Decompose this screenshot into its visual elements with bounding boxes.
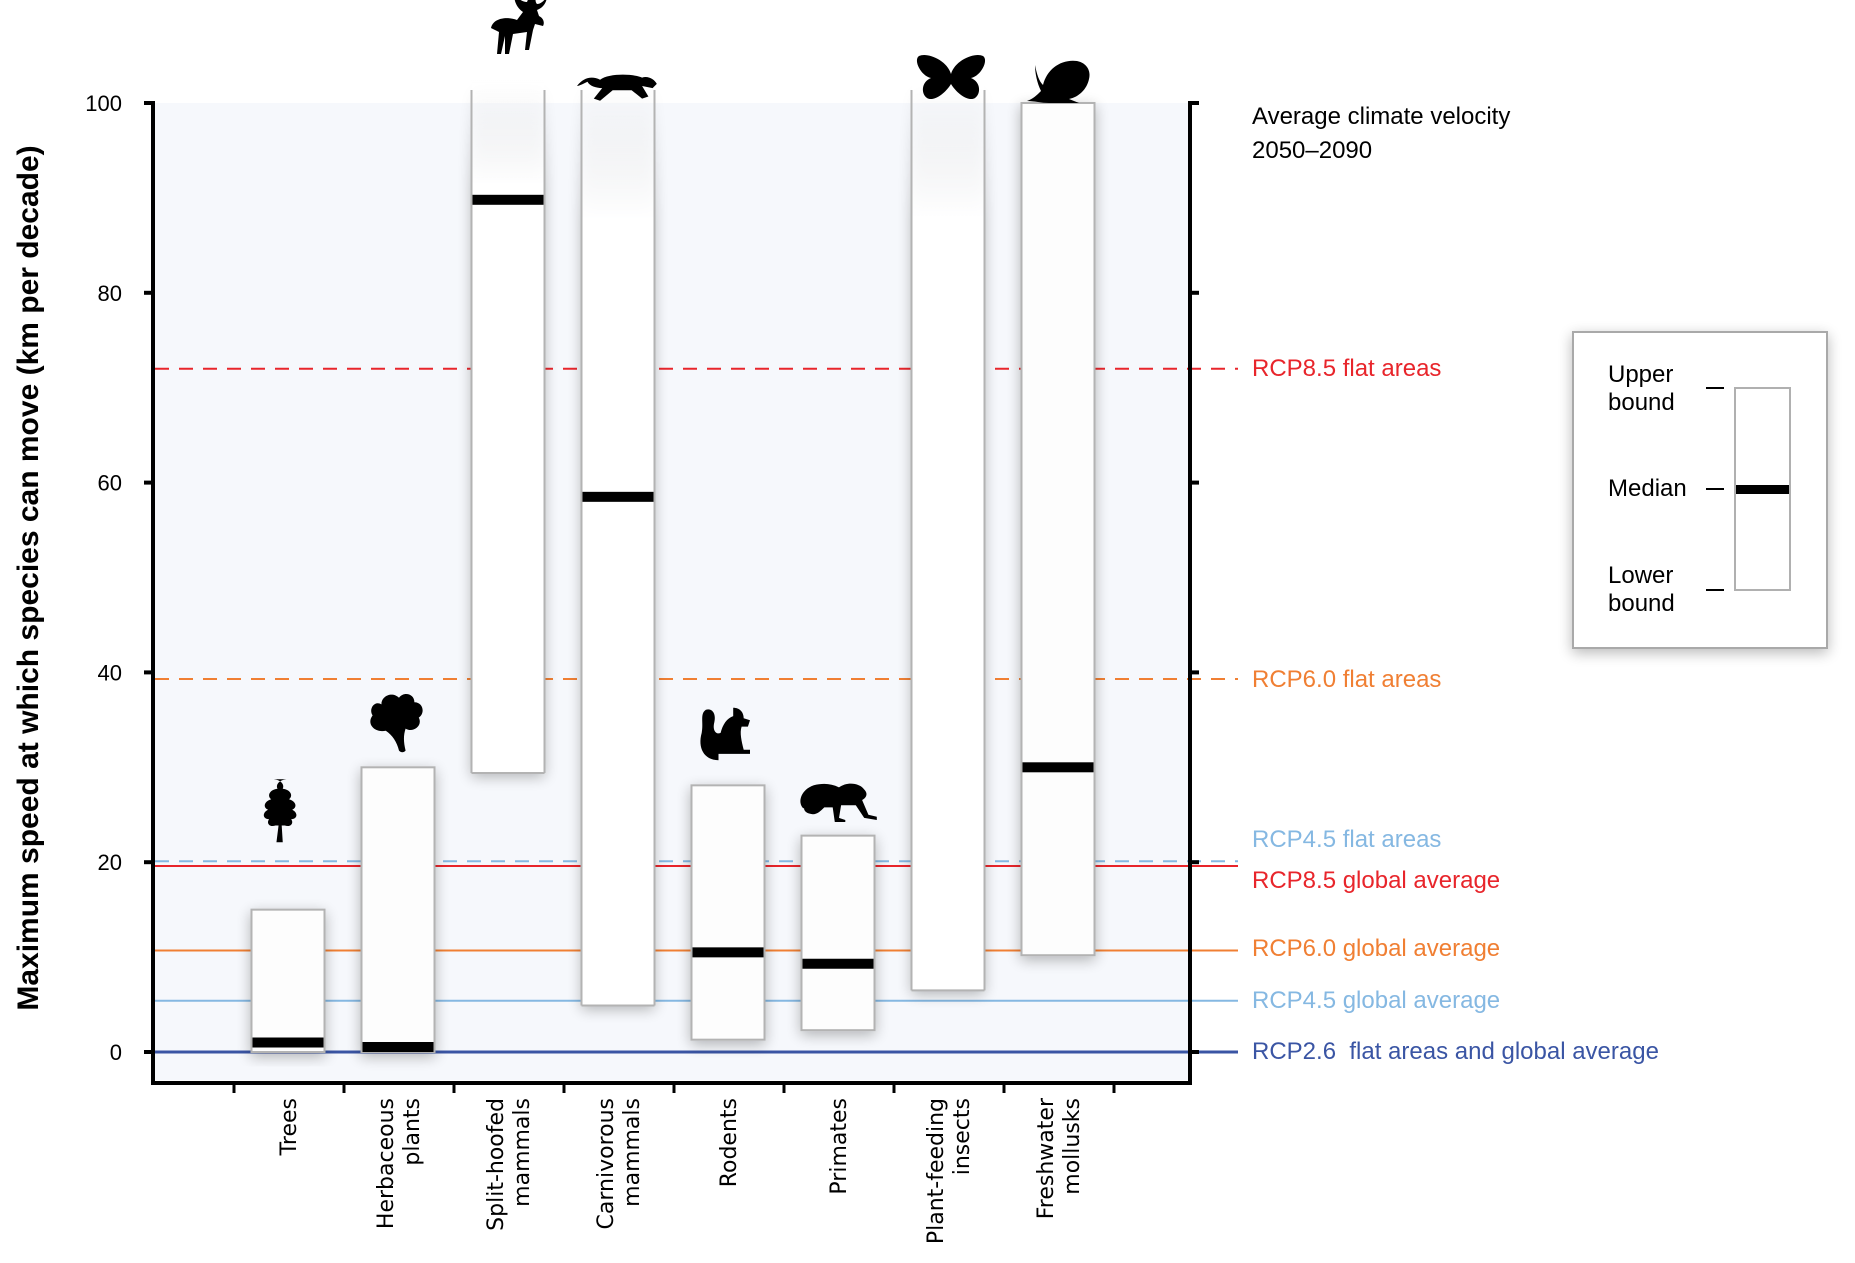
plot-background <box>155 103 1190 1080</box>
butterfly-icon <box>916 54 986 100</box>
range-bar <box>690 784 766 1041</box>
y-axis-label: Maximum speed at which species can move … <box>12 145 45 1010</box>
category-label-plant-feeding-insects: Plant-feeding insects <box>924 1098 975 1244</box>
range-bar <box>250 908 326 1054</box>
range-bar <box>911 80 985 991</box>
category-label-line: insects <box>950 1098 975 1175</box>
category-label-line: Freshwater <box>1034 1097 1059 1219</box>
category-label-split-hoofed-mammals: Split-hoofed mammals <box>484 1098 535 1231</box>
ref-label-rcp4-5-flat-areas: RCP4.5 flat areas <box>1252 826 1441 853</box>
range-bar <box>471 80 545 773</box>
box-carnivorous-mammals <box>580 80 656 1007</box>
category-label-line: Primates <box>827 1098 852 1195</box>
category-label-line: Carnivorous <box>594 1098 619 1229</box>
legend-median-label: Median <box>1608 475 1687 502</box>
category-label-line: Rodents <box>717 1098 742 1187</box>
range-bar <box>581 80 655 1006</box>
median-bar <box>582 491 654 502</box>
box-split-hoofed-mammals <box>470 80 546 774</box>
x-ticks <box>232 1083 1116 1093</box>
median-bar <box>362 1042 434 1052</box>
box-rodents <box>690 784 766 1041</box>
y-tick-label: 60 <box>98 471 122 496</box>
box-freshwater-mollusks <box>1020 102 1096 957</box>
category-label-trees: Trees <box>277 1098 302 1156</box>
ref-label-rcp8-5-flat-areas: RCP8.5 flat areas <box>1252 355 1441 382</box>
snail-icon <box>1027 60 1090 104</box>
category-label-line: mammals <box>510 1098 535 1207</box>
category-label-line: Split-hoofed <box>484 1098 509 1231</box>
annotation-line-1: Average climate velocity <box>1252 103 1510 130</box>
y-tick-label: 80 <box>98 281 122 306</box>
legend-lower-label-2: bound <box>1608 590 1675 617</box>
squirrel-icon <box>700 707 750 761</box>
annotation-line-2: 2050–2090 <box>1252 137 1372 164</box>
median-bar <box>692 947 764 958</box>
legend-upper-label-2: bound <box>1608 389 1675 416</box>
legend-upper-label-1: Upper <box>1608 361 1673 388</box>
legend-lower-label-1: Lower <box>1608 562 1673 589</box>
y-tick-label: 40 <box>98 660 122 685</box>
range-bar <box>800 834 876 1032</box>
box-trees <box>250 908 326 1054</box>
category-label-herbaceous-plants: Herbaceous plants <box>374 1098 425 1229</box>
ref-label-rcp8-5-global-average: RCP8.5 global average <box>1252 867 1500 894</box>
category-label-line: mammals <box>620 1098 645 1207</box>
median-bar <box>252 1037 324 1048</box>
legend: Upper bound Median Lower bound <box>1572 331 1828 649</box>
reference-line-labels: RCP8.5 flat areas RCP6.0 flat areas RCP4.5… <box>1252 355 1659 1065</box>
median-bar <box>1022 762 1094 773</box>
legend-sample-median <box>1736 485 1789 494</box>
range-boxes <box>250 80 1096 1054</box>
category-label-primates: Primates <box>827 1098 852 1195</box>
y-tick-label: 100 <box>85 91 122 116</box>
category-label-line: Plant-feeding <box>924 1098 949 1244</box>
range-bar <box>1020 102 1096 957</box>
y-tick-label: 0 <box>110 1040 122 1065</box>
ref-label-rcp2-6-flat-areas-and-global-average: RCP2.6 flat areas and global average <box>1252 1038 1659 1065</box>
category-label-line: plants <box>400 1098 425 1166</box>
ref-label-rcp6-0-global-average: RCP6.0 global average <box>1252 935 1500 962</box>
median-bar <box>802 958 874 969</box>
tree-icon <box>263 779 297 843</box>
species-icons <box>263 0 1090 843</box>
box-herbaceous-plants <box>360 766 436 1053</box>
box-plant-feeding-insects <box>910 80 986 992</box>
category-label-carnivorous-mammals: Carnivorous mammals <box>594 1098 645 1229</box>
category-label-line: Herbaceous <box>374 1098 399 1229</box>
moose-icon <box>491 0 547 54</box>
box-primates <box>800 834 876 1032</box>
monkey-icon <box>800 783 877 823</box>
range-bar <box>360 766 436 1053</box>
category-label-rodents: Rodents <box>717 1098 742 1187</box>
category-label-freshwater-mollusks: Freshwater mollusks <box>1034 1097 1085 1219</box>
leaf-icon <box>370 693 423 753</box>
category-label-line: Trees <box>277 1098 302 1156</box>
ref-label-rcp4-5-global-average: RCP4.5 global average <box>1252 987 1500 1014</box>
y-tick-label: 20 <box>98 850 122 875</box>
ref-label-rcp6-0-flat-areas: RCP6.0 flat areas <box>1252 666 1441 693</box>
big-cat-icon <box>577 74 657 101</box>
category-label-line: mollusks <box>1060 1098 1085 1195</box>
y-ticks: 0 20 40 60 80 100 <box>85 91 1199 1065</box>
category-labels: Trees Herbaceous plants Split-hoofed mammals… <box>277 1097 1085 1244</box>
median-bar <box>472 194 544 205</box>
